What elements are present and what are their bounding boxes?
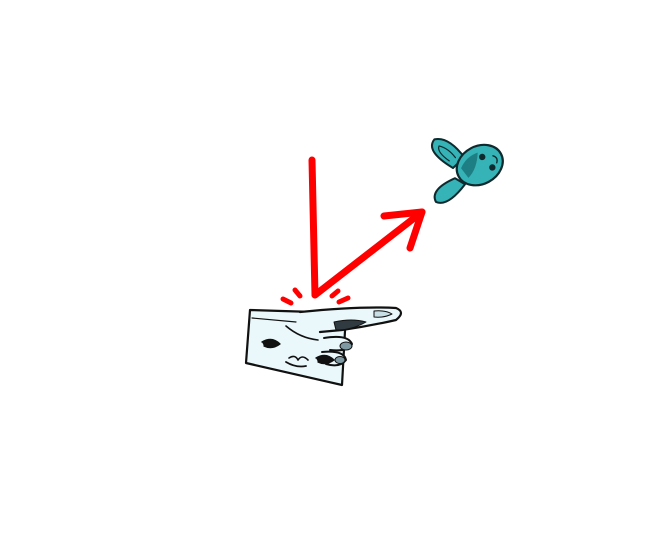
bunny-ear-inner-top	[438, 145, 457, 162]
impact-sparks	[280, 287, 351, 306]
thumb-line	[285, 325, 319, 341]
trajectory-vertical-segment	[308, 156, 319, 299]
fingernail	[373, 310, 393, 318]
smile	[285, 361, 307, 368]
bunny-head-shade	[461, 152, 478, 178]
bunny-eye-1	[479, 153, 486, 161]
pointing-hand-launcher[interactable]	[244, 306, 403, 387]
body-cut-line	[251, 317, 297, 323]
finger-shading	[333, 319, 367, 331]
trajectory-arrow	[308, 156, 426, 299]
spark-left-2	[292, 287, 303, 299]
spark-right-1	[329, 288, 341, 299]
right-eye	[315, 354, 335, 365]
knuckle-shadow-1	[339, 341, 353, 351]
knuckle-shadow-2	[334, 356, 346, 364]
mustache	[288, 355, 309, 361]
left-eye	[261, 338, 281, 349]
bunny-ear-left	[433, 177, 467, 204]
arrowhead	[380, 208, 426, 252]
blue-bunny-head[interactable]	[410, 115, 510, 208]
spark-left-1	[280, 296, 294, 306]
trajectory-diagonal-segment	[311, 208, 426, 299]
bunny-mouth	[492, 155, 498, 164]
bunny-eye-2	[489, 164, 496, 171]
spark-right-2	[336, 295, 351, 305]
